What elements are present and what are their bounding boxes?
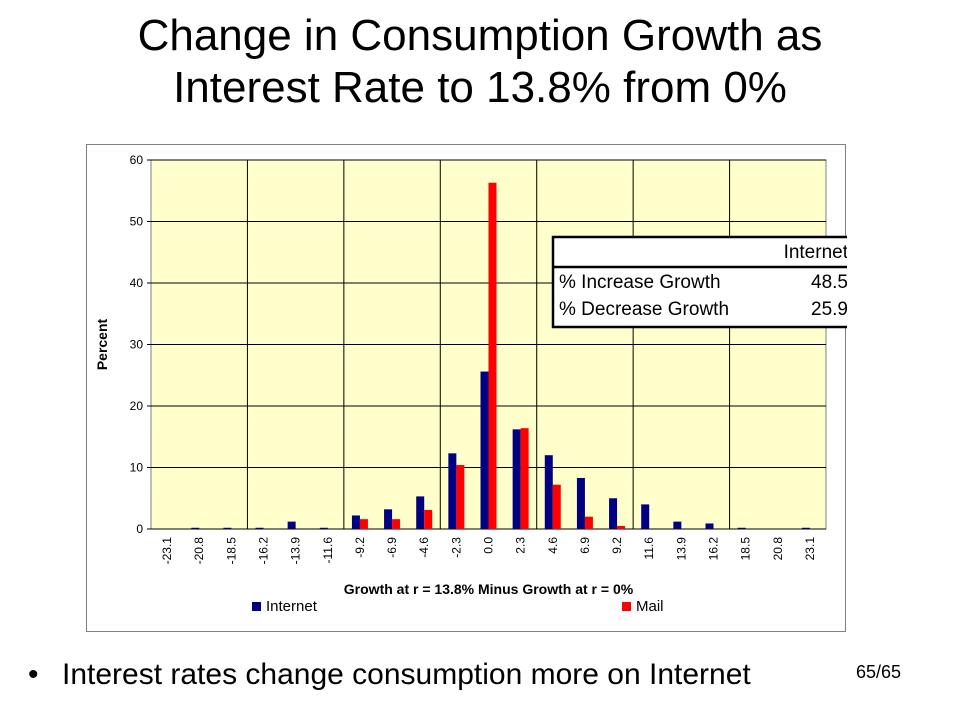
inset-table-cell: % Decrease Growth [559,299,729,320]
bar-mail [520,428,529,529]
bar-internet [223,527,232,529]
legend-label-internet: Internet [266,598,318,615]
x-tick-label: -9.2 [353,537,367,558]
bar-mail [392,519,401,529]
inset-table-cell: 48.5 [811,272,847,293]
y-tick-label: 10 [130,461,144,475]
bar-mail [456,465,465,529]
bullet-symbol: • [28,658,39,691]
x-tick-label: -6.9 [385,537,399,558]
bar-internet [801,527,810,529]
x-tick-label: 11.6 [642,537,656,560]
y-tick-label: 0 [136,522,143,536]
bar-internet [287,521,296,529]
inset-table [551,235,847,329]
chart-frame: 0 10 20 30 40 50 60 -23.1 -20.8 -18.5 -16.2 -13.9 -1… [86,144,847,632]
y-tick-label: 50 [130,215,144,229]
bar-internet [576,477,585,529]
y-tick-label: 60 [130,153,144,167]
bar-internet [512,429,521,529]
x-tick-label: 6.9 [578,537,592,554]
bar-internet [673,521,682,529]
x-tick-label: -2.3 [449,537,463,558]
y-tick-label: 40 [130,276,144,290]
bar-internet [384,509,393,529]
bar-mail [552,484,561,529]
legend-swatch-mail [622,602,631,611]
x-tick-label: -23.1 [160,537,174,565]
legend-label-mail: Mail [636,598,664,615]
x-tick-label: -20.8 [192,537,206,565]
bar-mail [424,509,433,529]
bar-internet [544,455,553,529]
x-tick-label: 20.8 [771,537,785,561]
x-tick-label: 23.1 [803,537,817,561]
bar-internet [705,523,714,529]
bar-internet [480,371,489,529]
x-tick-label: 18.5 [739,537,753,561]
bar-mail [488,182,497,529]
x-tick-label: 4.6 [546,537,560,554]
x-tick-label: -4.6 [417,537,431,558]
slide-title: Change in Consumption Growth as Interest… [0,10,960,114]
x-tick-label: -16.2 [257,537,271,565]
bar-mail [584,516,593,529]
x-tick-label: -13.9 [289,537,303,565]
bar-internet [609,498,618,529]
inset-table-cell: 25.9 [811,299,847,320]
x-tick-label: -11.6 [321,537,335,564]
inset-table-header: Internet [784,242,847,263]
inset-table-cell: % Increase Growth [559,272,721,293]
bullet-item: • Interest rates change consumption more … [28,658,751,692]
bar-internet [191,527,200,529]
page-number: 65/65 [856,662,902,682]
bar-internet [416,496,425,529]
legend-swatch-internet [252,602,261,611]
bar-internet [737,527,746,529]
bar-internet [255,527,264,529]
bar-internet [641,504,650,529]
y-tick-label: 30 [130,338,144,352]
bar-internet [448,453,457,529]
bullet-text: Interest rates change consumption more o… [62,658,751,691]
title-line-2: Interest Rate to 13.8% from 0% [173,63,787,112]
bar-internet [319,527,328,529]
x-tick-label: 13.9 [674,537,688,561]
x-tick-label: 2.3 [514,537,528,554]
x-tick-label: -18.5 [224,537,238,565]
x-tick-label: 16.2 [707,537,721,561]
x-axis-label: Growth at r = 13.8% Minus Growth at r = … [344,581,634,597]
bar-internet [351,515,360,529]
y-tick-label: 20 [130,399,144,413]
bar-mail [617,525,626,529]
title-line-1: Change in Consumption Growth as [137,11,823,60]
y-axis-label: Percent [94,318,110,370]
bar-mail [359,519,368,529]
x-tick-label: 9.2 [610,537,624,554]
x-tick-label: 0.0 [482,537,496,554]
bar-chart: 0 10 20 30 40 50 60 -23.1 -20.8 -18.5 -16.2 -13.9 -1… [94,153,847,615]
